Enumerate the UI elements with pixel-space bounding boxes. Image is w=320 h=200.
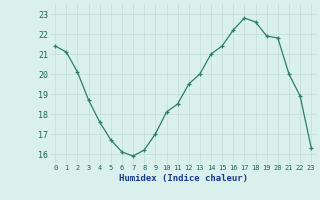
X-axis label: Humidex (Indice chaleur): Humidex (Indice chaleur) (119, 174, 248, 183)
